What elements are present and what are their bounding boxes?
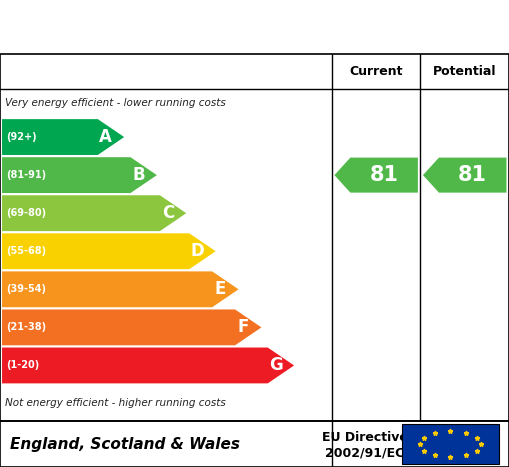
Text: G: G (269, 356, 282, 375)
Polygon shape (2, 157, 157, 193)
Polygon shape (334, 157, 418, 192)
Text: E: E (214, 280, 226, 298)
Text: EU Directive: EU Directive (322, 431, 407, 444)
Text: Not energy efficient - higher running costs: Not energy efficient - higher running co… (5, 398, 226, 408)
Text: (92+): (92+) (6, 132, 37, 142)
Polygon shape (2, 234, 216, 269)
Text: Potential: Potential (433, 64, 496, 78)
Polygon shape (2, 271, 239, 307)
Text: Current: Current (349, 64, 403, 78)
Text: England, Scotland & Wales: England, Scotland & Wales (10, 437, 240, 452)
Text: A: A (99, 128, 112, 146)
Text: (81-91): (81-91) (6, 170, 46, 180)
Polygon shape (2, 119, 124, 155)
Text: B: B (132, 166, 145, 184)
Text: C: C (162, 204, 174, 222)
Text: (21-38): (21-38) (6, 322, 46, 333)
Text: 2002/91/EC: 2002/91/EC (325, 447, 404, 460)
Text: (69-80): (69-80) (6, 208, 46, 218)
Text: Energy Efficiency Rating: Energy Efficiency Rating (15, 15, 341, 39)
Text: (1-20): (1-20) (6, 361, 39, 370)
Text: (39-54): (39-54) (6, 284, 46, 294)
Polygon shape (2, 195, 186, 231)
Text: Very energy efficient - lower running costs: Very energy efficient - lower running co… (5, 99, 226, 108)
Text: F: F (237, 318, 249, 336)
Text: D: D (190, 242, 204, 260)
Text: 81: 81 (370, 165, 399, 185)
Polygon shape (423, 157, 506, 192)
Polygon shape (2, 347, 294, 383)
Polygon shape (2, 310, 262, 345)
Bar (402, 424, 499, 464)
Text: 81: 81 (458, 165, 487, 185)
Text: (55-68): (55-68) (6, 246, 46, 256)
